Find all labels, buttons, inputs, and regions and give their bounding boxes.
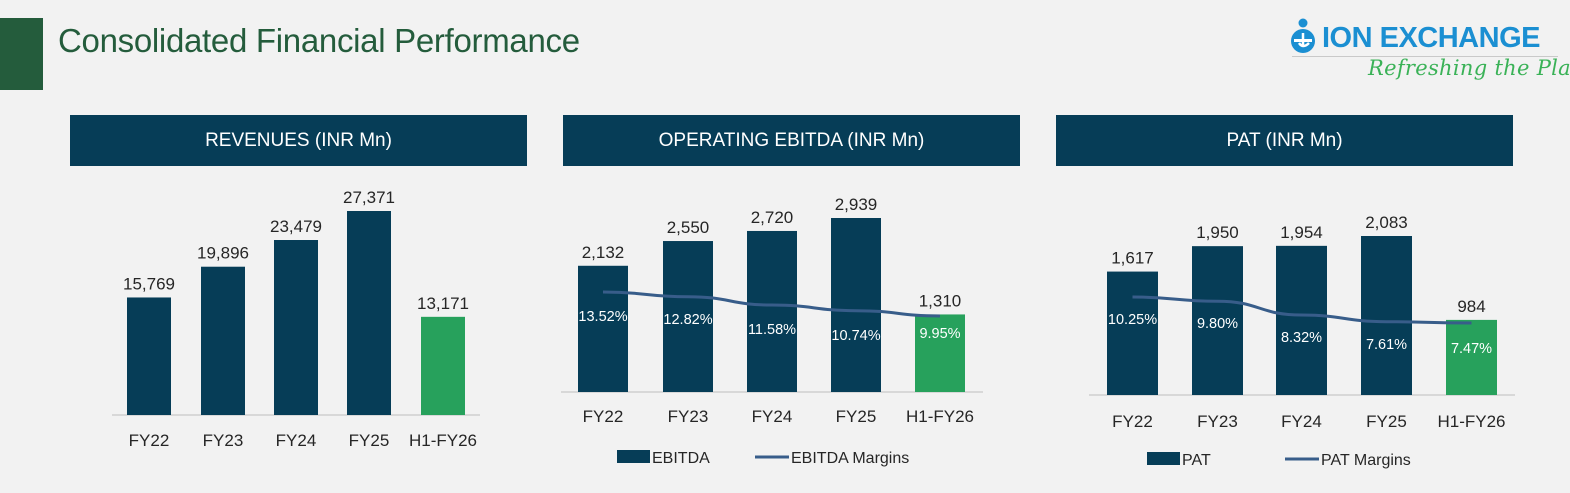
category-label: FY24: [276, 431, 317, 450]
legend-line-label: PAT Margins: [1321, 452, 1411, 469]
margin-value-label: 12.82%: [663, 312, 712, 328]
margin-line: [1132, 295, 1472, 325]
category-label: FY23: [1197, 412, 1238, 431]
logo-tagline: Refreshing the Planet: [1368, 56, 1570, 80]
bar-value-label: 2,550: [667, 218, 710, 237]
category-label: FY25: [1366, 412, 1407, 431]
category-label: FY25: [349, 431, 390, 450]
revenues-chart-header: REVENUES (INR Mn): [70, 115, 527, 166]
bar-value-label: 19,896: [197, 244, 249, 263]
title-accent-block: [0, 18, 43, 90]
bar-value-label: 13,171: [417, 294, 469, 313]
bar-h1-fy26: [421, 316, 465, 415]
bar-h1-fy26: [1446, 319, 1497, 395]
category-label: FY23: [668, 407, 709, 426]
margin-value-label: 13.52%: [578, 309, 627, 325]
bar-value-label: 2,720: [751, 208, 794, 227]
margin-value-label: 7.47%: [1451, 341, 1492, 357]
legend-bar-swatch: [617, 450, 650, 463]
category-label: H1-FY26: [1437, 412, 1505, 431]
company-logo: ION EXCHANGE Refreshing the Planet: [1288, 18, 1570, 84]
category-label: FY23: [203, 431, 244, 450]
bar-value-label: 2,083: [1365, 213, 1408, 232]
margin-value-label: 11.58%: [748, 322, 796, 338]
bar-value-label: 2,939: [835, 195, 878, 214]
bar-value-label: 15,769: [123, 274, 175, 293]
bar-fy22: [127, 297, 171, 415]
bar-value-label: 1,954: [1280, 223, 1323, 242]
category-label: FY24: [1281, 412, 1322, 431]
legend-bar-label: EBITDA: [652, 450, 710, 467]
margin-value-label: 10.74%: [831, 328, 880, 344]
bar-value-label: 23,479: [270, 217, 322, 236]
bar-fy25: [1361, 236, 1412, 395]
bar-h1-fy26: [915, 314, 965, 392]
bar-fy24: [1276, 245, 1327, 395]
margin-value-label: 8.32%: [1281, 330, 1322, 346]
category-label: FY22: [583, 407, 624, 426]
bar-fy22: [578, 265, 628, 392]
category-label: FY22: [1112, 412, 1153, 431]
bar-fy24: [747, 230, 797, 392]
category-label: H1-FY26: [906, 407, 974, 426]
category-label: FY24: [752, 407, 793, 426]
bar-value-label: 27,371: [343, 188, 395, 207]
legend-bar-swatch: [1147, 452, 1180, 465]
bar-fy23: [663, 241, 713, 392]
legend-bar-label: PAT: [1182, 452, 1211, 469]
category-label: H1-FY26: [409, 431, 477, 450]
bar-value-label: 1,617: [1111, 249, 1154, 268]
pat-chart-header: PAT (INR Mn): [1056, 115, 1513, 166]
logo-brand-text: ION EXCHANGE: [1322, 22, 1540, 54]
bar-fy22: [1107, 271, 1158, 395]
bar-fy23: [1192, 246, 1243, 395]
legend-line-label: EBITDA Margins: [791, 450, 909, 467]
bar-value-label: 2,132: [582, 243, 625, 262]
bar-fy25: [831, 218, 881, 392]
margin-line: [602, 290, 941, 318]
bar-fy23: [201, 266, 245, 415]
ebitda-chart-header: OPERATING EBITDA (INR Mn): [563, 115, 1020, 166]
logo-divider: [1292, 56, 1558, 57]
bar-value-label: 1,950: [1196, 223, 1239, 242]
bar-value-label: 984: [1457, 297, 1485, 316]
bar-fy24: [274, 240, 318, 415]
category-label: FY22: [129, 431, 170, 450]
bar-value-label: 1,310: [919, 291, 962, 310]
bar-fy25: [347, 211, 391, 415]
ion-exchange-e-icon: [1291, 18, 1315, 53]
margin-value-label: 9.80%: [1197, 316, 1238, 332]
margin-value-label: 10.25%: [1108, 312, 1157, 328]
margin-value-label: 9.95%: [919, 326, 960, 342]
category-label: FY25: [836, 407, 877, 426]
page-title: Consolidated Financial Performance: [58, 22, 580, 59]
margin-value-label: 7.61%: [1366, 337, 1407, 353]
